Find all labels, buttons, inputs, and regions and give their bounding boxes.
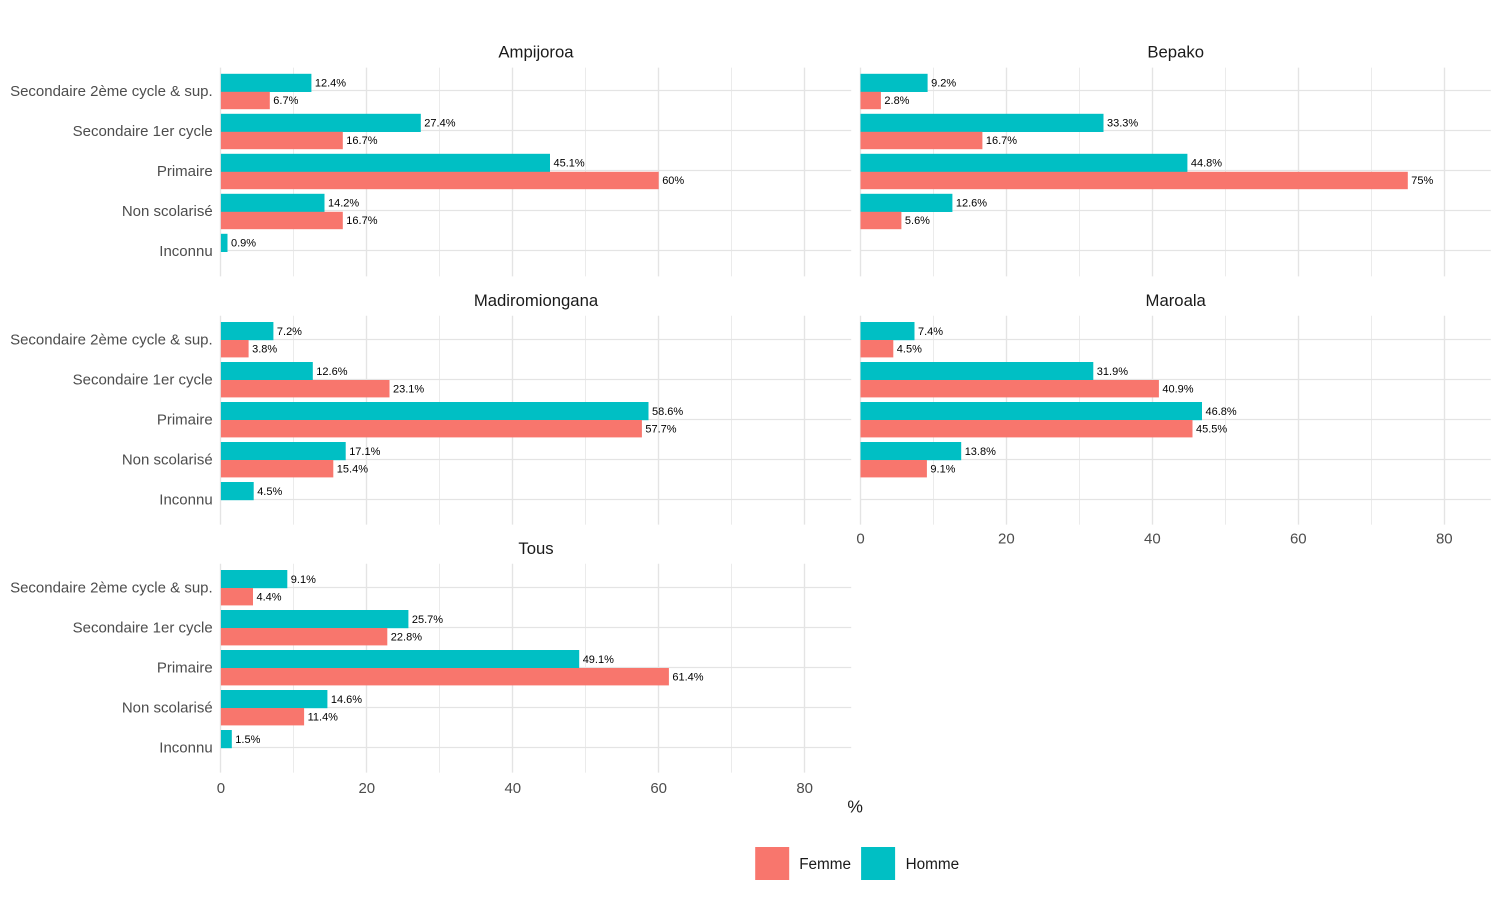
svg-text:Non scolarisé: Non scolarisé — [122, 699, 213, 716]
svg-text:3.8%: 3.8% — [252, 343, 277, 355]
svg-text:16.7%: 16.7% — [986, 135, 1017, 147]
svg-text:Ampijoroa: Ampijoroa — [498, 43, 574, 62]
svg-text:20: 20 — [358, 780, 375, 797]
svg-text:12.6%: 12.6% — [956, 198, 987, 210]
svg-text:Femme: Femme — [799, 856, 851, 873]
svg-text:Inconnu: Inconnu — [159, 243, 212, 260]
svg-text:61.4%: 61.4% — [672, 671, 703, 683]
svg-text:49.1%: 49.1% — [583, 654, 614, 666]
svg-text:75%: 75% — [1411, 175, 1433, 187]
svg-text:Primaire: Primaire — [157, 411, 213, 428]
svg-text:13.8%: 13.8% — [965, 446, 996, 458]
svg-text:44.8%: 44.8% — [1191, 158, 1222, 170]
svg-text:Madiromiongana: Madiromiongana — [474, 291, 599, 310]
svg-text:4.5%: 4.5% — [257, 486, 282, 498]
svg-text:4.5%: 4.5% — [897, 343, 922, 355]
svg-text:Secondaire 1er cycle: Secondaire 1er cycle — [73, 123, 213, 140]
svg-text:16.7%: 16.7% — [346, 215, 377, 227]
svg-text:22.8%: 22.8% — [391, 631, 422, 643]
svg-text:Secondaire 1er cycle: Secondaire 1er cycle — [73, 619, 213, 636]
svg-text:Homme: Homme — [906, 856, 960, 873]
svg-text:40.9%: 40.9% — [1162, 383, 1193, 395]
svg-text:20: 20 — [998, 531, 1015, 548]
svg-text:60: 60 — [650, 780, 667, 797]
svg-text:Maroala: Maroala — [1146, 291, 1207, 310]
svg-text:7.4%: 7.4% — [918, 326, 943, 338]
svg-text:2.8%: 2.8% — [884, 95, 909, 107]
svg-text:23.1%: 23.1% — [393, 383, 424, 395]
svg-text:33.3%: 33.3% — [1107, 118, 1138, 130]
svg-text:Primaire: Primaire — [157, 163, 213, 180]
svg-text:4.4%: 4.4% — [257, 591, 282, 603]
svg-text:0: 0 — [856, 531, 864, 548]
svg-text:80: 80 — [796, 780, 813, 797]
svg-text:Tous: Tous — [518, 539, 553, 558]
svg-text:46.8%: 46.8% — [1206, 406, 1237, 418]
svg-text:9.2%: 9.2% — [931, 78, 956, 90]
svg-text:Secondaire 2ème cycle & sup.: Secondaire 2ème cycle & sup. — [10, 83, 213, 100]
svg-text:15.4%: 15.4% — [337, 463, 368, 475]
svg-text:Bepako: Bepako — [1147, 43, 1204, 62]
svg-text:Secondaire 2ème cycle & sup.: Secondaire 2ème cycle & sup. — [10, 331, 213, 348]
svg-text:17.1%: 17.1% — [349, 446, 380, 458]
svg-text:0.9%: 0.9% — [231, 238, 256, 250]
svg-text:6.7%: 6.7% — [273, 95, 298, 107]
svg-text:Non scolarisé: Non scolarisé — [122, 451, 213, 468]
svg-text:80: 80 — [1436, 531, 1453, 548]
svg-text:%: % — [847, 797, 863, 817]
svg-text:14.2%: 14.2% — [328, 198, 359, 210]
svg-text:40: 40 — [1144, 531, 1161, 548]
svg-text:Non scolarisé: Non scolarisé — [122, 203, 213, 220]
svg-text:Secondaire 2ème cycle & sup.: Secondaire 2ème cycle & sup. — [10, 579, 213, 596]
svg-text:9.1%: 9.1% — [291, 574, 316, 586]
svg-text:45.1%: 45.1% — [554, 158, 585, 170]
svg-text:0: 0 — [217, 780, 225, 797]
svg-text:25.7%: 25.7% — [412, 614, 443, 626]
svg-text:12.4%: 12.4% — [315, 78, 346, 90]
svg-text:11.4%: 11.4% — [308, 711, 339, 723]
svg-text:14.6%: 14.6% — [331, 694, 362, 706]
svg-text:Secondaire 1er cycle: Secondaire 1er cycle — [73, 371, 213, 388]
svg-text:7.2%: 7.2% — [277, 326, 302, 338]
svg-text:27.4%: 27.4% — [424, 118, 455, 130]
svg-text:Primaire: Primaire — [157, 659, 213, 676]
svg-text:5.6%: 5.6% — [905, 215, 930, 227]
svg-text:58.6%: 58.6% — [652, 406, 683, 418]
svg-text:40: 40 — [504, 780, 521, 797]
svg-text:60%: 60% — [662, 175, 684, 187]
svg-text:57.7%: 57.7% — [645, 423, 676, 435]
svg-text:9.1%: 9.1% — [930, 463, 955, 475]
svg-text:16.7%: 16.7% — [346, 135, 377, 147]
svg-text:Inconnu: Inconnu — [159, 739, 212, 756]
svg-text:45.5%: 45.5% — [1196, 423, 1227, 435]
svg-text:12.6%: 12.6% — [316, 366, 347, 378]
svg-text:60: 60 — [1290, 531, 1307, 548]
svg-text:1.5%: 1.5% — [235, 734, 260, 746]
svg-text:31.9%: 31.9% — [1097, 366, 1128, 378]
svg-text:Inconnu: Inconnu — [159, 491, 212, 508]
